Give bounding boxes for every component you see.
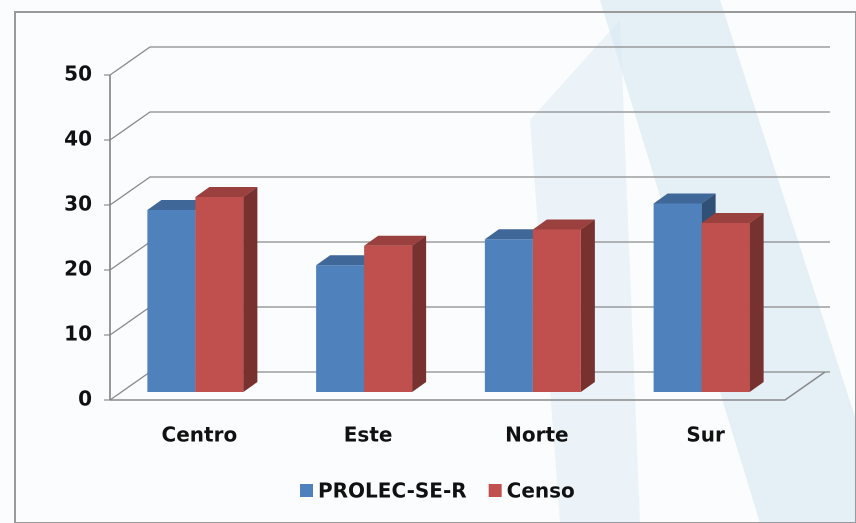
bar — [316, 265, 365, 392]
grid-line — [109, 176, 830, 206]
bar-side — [580, 219, 595, 392]
x-tick-label: Norte — [505, 423, 568, 447]
bar — [701, 223, 750, 392]
bar-top — [316, 255, 379, 266]
bar — [532, 229, 581, 392]
y-tick-label: 10 — [64, 322, 92, 346]
bar-top — [701, 213, 764, 223]
bar-top — [484, 229, 547, 240]
bar-top — [653, 193, 716, 204]
y-tick-label: 40 — [64, 127, 92, 151]
grid-line — [109, 111, 830, 141]
x-tick-label: Este — [344, 423, 393, 447]
bar-side — [243, 187, 258, 392]
grid-line — [109, 46, 830, 76]
bar — [364, 245, 413, 392]
bar-top — [195, 187, 258, 197]
bar — [653, 203, 702, 392]
bar-side — [749, 213, 764, 392]
y-tick-label: 30 — [64, 192, 92, 216]
bar — [195, 197, 244, 392]
floor — [110, 371, 826, 401]
bar — [484, 239, 533, 392]
legend-swatch — [488, 484, 502, 497]
bar-top — [532, 219, 595, 230]
legend-label: PROLEC-SE-R — [318, 479, 467, 503]
x-tick-label: Centro — [162, 423, 238, 447]
legend-swatch — [300, 484, 313, 497]
y-tick-label: 0 — [78, 387, 92, 411]
x-tick-label: Sur — [686, 423, 725, 447]
y-tick-label: 20 — [64, 257, 92, 281]
plot-area: 0 10 20 30 40 50 Centro Este Norte Sur PROLEC-SE-R… — [64, 46, 830, 503]
bar-top — [147, 200, 210, 210]
bar — [147, 210, 196, 392]
frame — [14, 11, 856, 523]
y-tick-label: 50 — [64, 62, 92, 86]
legend-label: Censo — [507, 479, 575, 503]
bar-side — [412, 235, 427, 392]
bar-top — [364, 235, 427, 246]
